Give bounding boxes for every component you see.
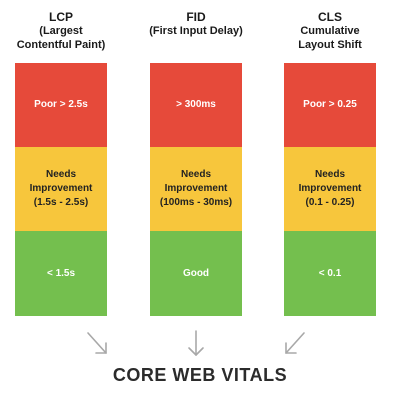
metric-abbr: FID [186, 10, 206, 24]
metric-header-fid: FID (First Input Delay) [136, 10, 256, 38]
good-label: Good [182, 267, 210, 279]
poor-label: > 300ms [176, 99, 216, 110]
metric-header-cls: CLS Cumulative Layout Shift [270, 10, 390, 52]
good-label: < 0.1 [318, 267, 342, 279]
threshold-bar-fid: > 300ms Needs Improvement (100ms - 30ms)… [150, 63, 242, 316]
poor-label: Poor > 0.25 [303, 99, 357, 110]
needs-improvement-range: (100ms - 30ms) [159, 197, 233, 208]
metric-name-line: (Largest [39, 25, 83, 37]
arrow-down-left-icon [285, 332, 305, 354]
good-segment: < 0.1 [284, 231, 376, 316]
needs-improvement-label: Needs Improvement (100ms - 30ms) [150, 168, 242, 210]
metric-abbr: CLS [318, 10, 342, 24]
needs-improvement-title: Needs Improvement [164, 169, 228, 194]
good-segment: < 1.5s [15, 231, 107, 316]
threshold-bar-cls: Poor > 0.25 Needs Improvement (0.1 - 0.2… [284, 63, 376, 316]
needs-improvement-segment: Needs Improvement (100ms - 30ms) [150, 147, 242, 231]
page-title: CORE WEB VITALS [112, 365, 288, 385]
threshold-bar-lcp: Poor > 2.5s Needs Improvement (1.5s - 2.… [15, 63, 107, 316]
needs-improvement-range: (0.1 - 0.25) [305, 197, 355, 208]
poor-segment: Poor > 0.25 [284, 63, 376, 147]
needs-improvement-label: Needs Improvement (0.1 - 0.25) [284, 168, 376, 210]
needs-improvement-segment: Needs Improvement (0.1 - 0.25) [284, 147, 376, 231]
metric-name-line: Layout Shift [298, 39, 362, 51]
needs-improvement-segment: Needs Improvement (1.5s - 2.5s) [15, 147, 107, 231]
poor-segment: > 300ms [150, 63, 242, 147]
good-label: < 1.5s [46, 267, 76, 279]
needs-improvement-label: Needs Improvement (1.5s - 2.5s) [15, 168, 107, 210]
poor-segment: Poor > 2.5s [15, 63, 107, 147]
good-segment: Good [150, 231, 242, 316]
arrows-group [87, 330, 305, 356]
needs-improvement-title: Needs Improvement [29, 169, 93, 194]
metric-header-lcp: LCP (Largest Contentful Paint) [1, 10, 121, 52]
metric-abbr: LCP [49, 10, 73, 24]
arrow-down-right-icon [87, 332, 107, 354]
needs-improvement-title: Needs Improvement [298, 169, 362, 194]
metric-name-line: (First Input Delay) [149, 25, 243, 37]
arrow-down-icon [188, 330, 204, 356]
metric-name-line: Cumulative [300, 25, 360, 37]
needs-improvement-range: (1.5s - 2.5s) [33, 197, 89, 208]
metric-name-line: Contentful Paint) [16, 39, 106, 51]
poor-label: Poor > 2.5s [34, 99, 88, 110]
